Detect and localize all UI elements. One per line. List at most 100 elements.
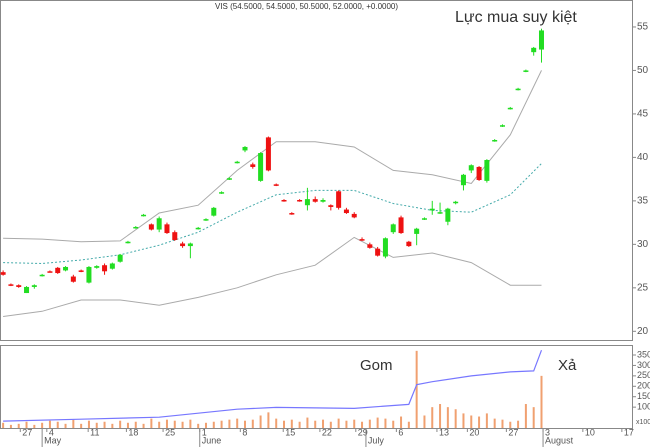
volume-bar (165, 419, 168, 428)
x-tick-label: 20 (469, 427, 479, 437)
candle-body (63, 266, 69, 271)
candle-body (437, 212, 443, 214)
candle-body (499, 125, 505, 127)
candle-body (265, 137, 271, 171)
candle-body (421, 218, 427, 220)
candle-body (102, 265, 108, 272)
volume-bar (298, 421, 301, 428)
y-tick-label: 20 (637, 326, 649, 337)
candle-body (492, 140, 498, 142)
x-tick-label: 10 (585, 427, 595, 437)
volume-bar (322, 419, 325, 428)
band-line (3, 70, 542, 243)
volume-bar (103, 421, 106, 428)
band-line (3, 236, 542, 317)
y-tick-label: 200 (637, 381, 650, 391)
x-tick-label: 29 (358, 427, 368, 437)
volume-bar (509, 421, 512, 428)
candle-body (515, 88, 521, 91)
candle-body (172, 232, 178, 240)
y-tick-label: 300 (637, 360, 650, 370)
x-tick-label: 13 (439, 427, 449, 437)
volume-bar (470, 415, 473, 428)
volume-bar (158, 421, 161, 428)
volume-bar (72, 419, 75, 428)
candle-body (226, 178, 232, 180)
candle-body (250, 164, 256, 167)
candle-body (375, 248, 381, 256)
volume-bar (9, 424, 12, 428)
x-tick-label: 27 (508, 427, 518, 437)
x-tick-label: 11 (90, 427, 99, 437)
volume-bar (368, 419, 371, 428)
candle-body (8, 284, 14, 286)
volume-bar (228, 419, 231, 428)
y-tick-label: 25 (637, 282, 649, 293)
volume-bar (540, 375, 543, 428)
volume-bar (493, 418, 496, 428)
band-line (3, 163, 542, 265)
volume-bar (142, 423, 145, 428)
x-major-label: July (368, 435, 385, 445)
candle-body (55, 267, 61, 274)
candle-body (180, 243, 186, 247)
volume-bar (259, 415, 262, 428)
volume-bar (439, 404, 442, 428)
candle-body (258, 153, 264, 181)
x-tick-label: 1 (202, 427, 207, 437)
candle-body (406, 241, 412, 247)
candle-body (312, 199, 318, 202)
x-tick-label: 17 (624, 427, 634, 437)
candle-body (219, 192, 225, 194)
volume-bar (64, 423, 67, 428)
volume-bar (80, 423, 83, 428)
x-tick-label: 15 (285, 427, 295, 437)
price-panel (0, 0, 633, 341)
candle-body (16, 285, 22, 287)
y-tick-label: 40 (637, 152, 649, 163)
volume-bar (501, 419, 504, 428)
volume-bar (41, 422, 44, 428)
candle-body (476, 166, 482, 180)
x-tick-label: 4 (49, 427, 54, 437)
x-major-label: May (44, 435, 62, 445)
volume-bar (220, 420, 223, 428)
candle-body (141, 214, 147, 217)
candle-body (328, 205, 334, 207)
volume-bar (267, 412, 270, 428)
x-tick-label: 18 (128, 427, 138, 437)
volume-bar (454, 409, 457, 428)
candle-body (281, 200, 287, 202)
candle-body (148, 224, 154, 230)
candle-body (133, 226, 139, 229)
volume-bar (478, 416, 481, 428)
candle-body (164, 224, 170, 234)
x-tick-label: 22 (322, 427, 332, 437)
candle-body (273, 184, 279, 186)
candle-body (445, 208, 451, 222)
volume-bar (236, 418, 239, 428)
volume-bar (361, 421, 364, 428)
candle-body (39, 274, 45, 277)
y-tick-label: 150 (637, 391, 650, 401)
volume-bar (204, 422, 207, 428)
y-tick-label: 100 (637, 402, 650, 412)
volume-axis-label: x1000 (636, 419, 650, 426)
volume-bar (517, 420, 520, 428)
candle-body (390, 224, 396, 233)
volume-bar (306, 417, 309, 428)
candle-body (429, 208, 435, 211)
chart-title: VIS (54.5000, 54.5000, 50.5000, 52.0000,… (215, 2, 398, 11)
candle-body (70, 276, 76, 282)
volume-bar (275, 418, 278, 428)
candle-body (234, 161, 240, 164)
volume-bar (337, 418, 340, 428)
volume-bar (400, 416, 403, 428)
volume-bar (446, 407, 449, 428)
y-tick-label: 250 (637, 370, 650, 380)
volume-bar (56, 421, 59, 428)
y-tick-label: 50 (637, 65, 649, 76)
volume-bar (95, 422, 98, 428)
volume-bar (150, 418, 153, 428)
x-major-label: August (545, 435, 574, 445)
